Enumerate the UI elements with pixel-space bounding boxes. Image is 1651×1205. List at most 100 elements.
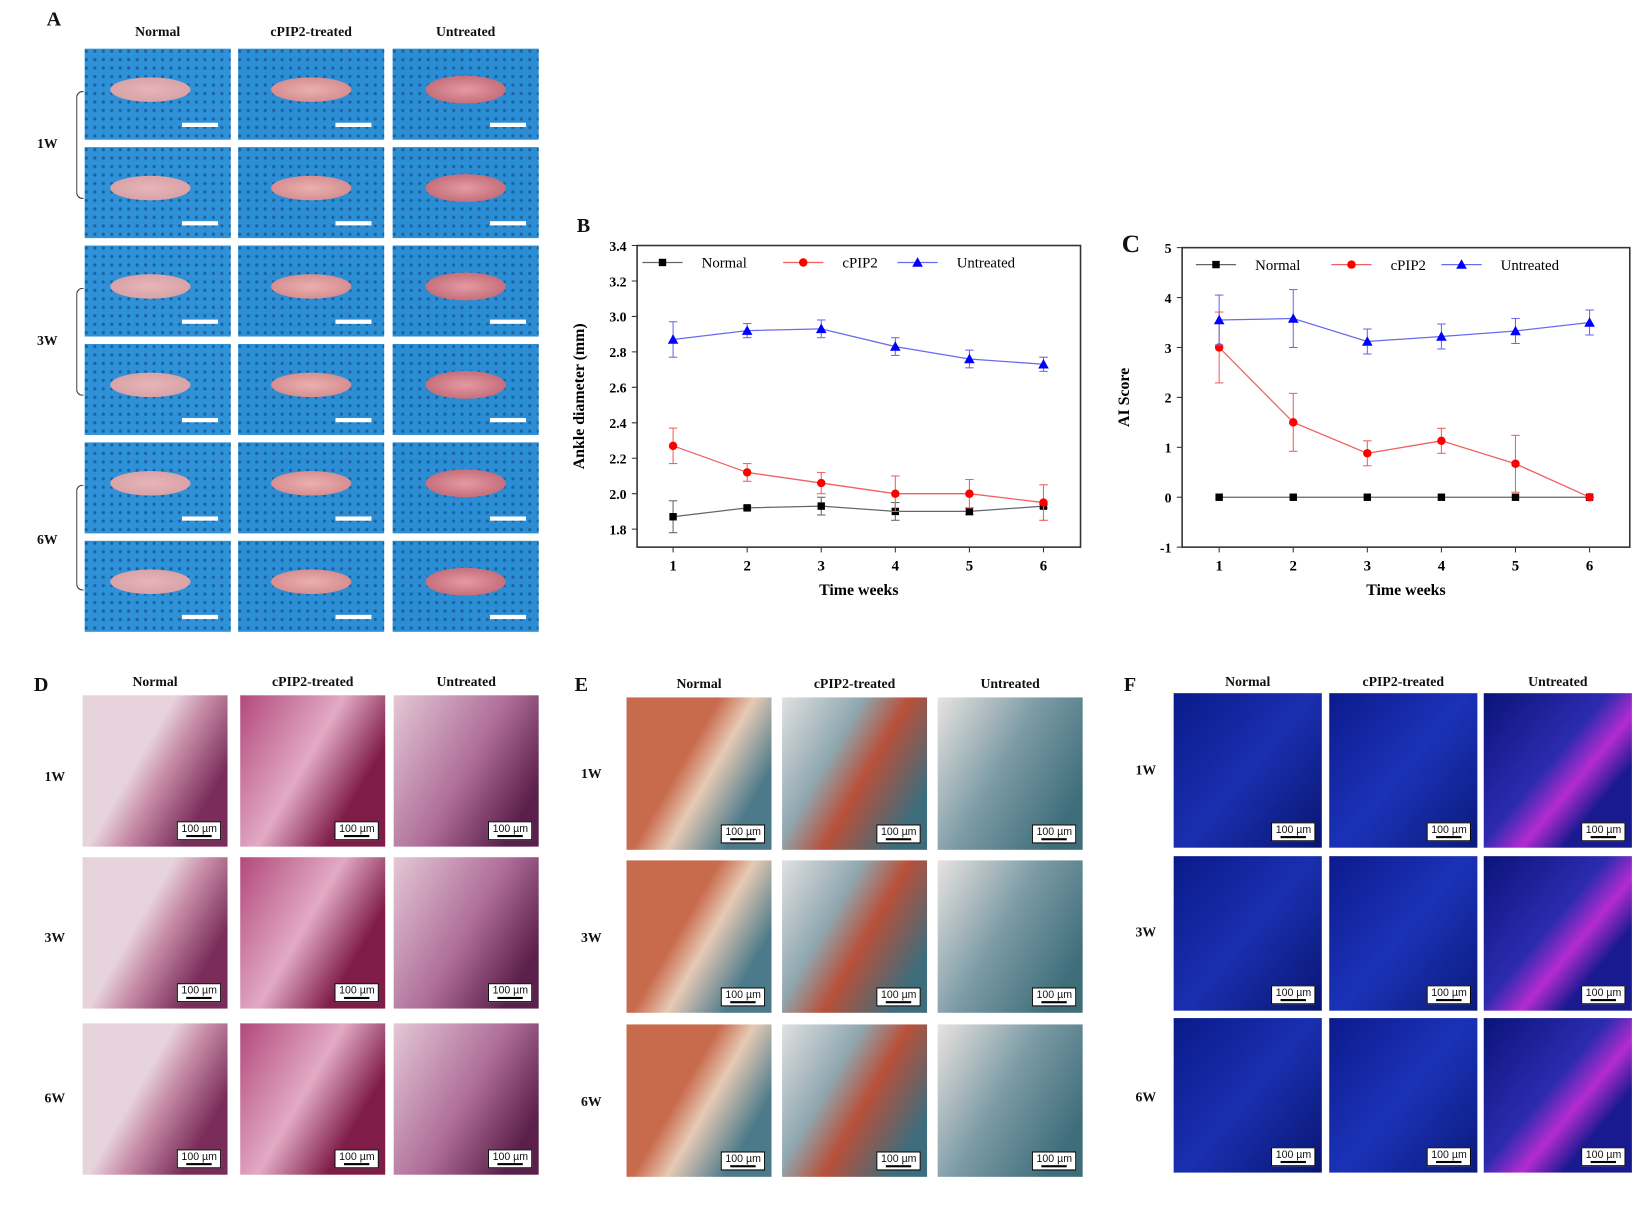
panel-d-image: 100 µm [82, 695, 228, 847]
y-tick-label: 1.8 [609, 522, 626, 537]
panel-a-image [392, 48, 539, 140]
scale-bar [182, 516, 219, 521]
scale-bar-label: 100 µm [334, 1149, 379, 1169]
panel-d-image: 100 µm [393, 695, 539, 847]
data-point-untreated [1436, 331, 1447, 341]
panel-f-image: 100 µm [1329, 1018, 1478, 1173]
chart-c-ai-score: -1 0 1 2 3 4 5 1 2 3 4 5 6 Time weeks AI Score Normal cP… [1116, 241, 1631, 599]
y-tick-label: 2.8 [609, 345, 626, 360]
scale-bar-label: 100 µm [876, 824, 921, 844]
data-point-normal [669, 513, 677, 521]
legend-label-cpip2: cPIP2 [842, 256, 877, 272]
panel-f-image: 100 µm [1483, 1018, 1632, 1173]
scale-bar-label: 100 µm [1032, 824, 1077, 844]
legend-marker-normal [658, 258, 667, 267]
scale-bar-label: 100 µm [1427, 822, 1472, 842]
x-tick-label: 4 [1438, 558, 1446, 574]
scale-bar-label: 100 µm [1581, 822, 1626, 842]
data-point-normal [1511, 493, 1520, 501]
chart-b-ankle-diameter: 1.8 2.0 2.2 2.4 2.6 2.8 3.0 3.2 3.4 1 2 3 4 5 6 Time we… [571, 239, 1082, 599]
panel-a-row-label: 1W [37, 135, 58, 152]
y-tick-label: 2.2 [609, 452, 626, 467]
data-point-normal [817, 502, 825, 510]
y-tick-label: 3.0 [609, 310, 626, 325]
panel-d-row-label: 6W [44, 1090, 66, 1106]
legend-label-cpip2: cPIP2 [1391, 258, 1426, 274]
panel-d-image: 100 µm [240, 857, 386, 1009]
panel-f-image: 100 µm [1483, 856, 1632, 1011]
legend-marker-normal [1212, 260, 1220, 269]
x-tick-label: 6 [1040, 558, 1047, 574]
scale-bar-label: 100 µm [721, 987, 766, 1007]
data-point-untreated [964, 353, 975, 364]
panel-e-column-header-cpip2-treated: cPIP2-treated [813, 675, 896, 692]
panel-f-row-label: 1W [1135, 761, 1157, 778]
panel-f-image: 100 µm [1173, 856, 1322, 1011]
y-tick-label: 2.6 [609, 381, 626, 396]
panel-label-f: F [1123, 674, 1137, 697]
data-point-cpip2 [742, 468, 752, 477]
panel-e-image: 100 µm [937, 1024, 1083, 1177]
panel-d-image: 100 µm [240, 1023, 386, 1175]
scale-bar [335, 122, 372, 127]
panel-label-a: A [46, 8, 62, 31]
data-point-untreated [815, 323, 827, 334]
panel-a-image [238, 442, 385, 534]
panel-e-column-header-untreated: Untreated [980, 675, 1040, 692]
data-point-untreated [1038, 359, 1049, 369]
panel-a-row-label: 6W [37, 531, 58, 548]
panel-f-image: 100 µm [1329, 693, 1478, 848]
panel-d-image: 100 µm [82, 857, 228, 1009]
panel-a-image [84, 343, 231, 435]
panel-e-image: 100 µm [937, 697, 1083, 850]
panel-a-column-header-cpip2-treated: cPIP2-treated [270, 23, 352, 40]
panel-e-row-label: 6W [581, 1093, 602, 1110]
scale-bar [335, 418, 372, 423]
data-point-cpip2 [668, 441, 678, 451]
data-point-untreated [890, 341, 901, 351]
y-tick-label: 0 [1165, 491, 1172, 506]
panel-d-image: 100 µm [393, 1023, 539, 1175]
legend-label-normal: Normal [702, 256, 747, 272]
series-line-untreated [1219, 317, 1590, 343]
scale-bar-label: 100 µm [1032, 987, 1077, 1007]
scale-bar-label: 100 µm [1581, 1147, 1626, 1167]
row-bracket [76, 484, 84, 591]
panel-d-row-label: 1W [44, 768, 66, 785]
legend-label-untreated: Untreated [957, 256, 1016, 272]
x-tick-label: 2 [743, 558, 750, 574]
panel-e-row-label: 1W [581, 765, 602, 782]
data-point-untreated [741, 325, 753, 335]
scale-bar [489, 319, 526, 324]
panel-a-image [84, 540, 231, 632]
scale-bar-label: 100 µm [177, 821, 222, 841]
scale-bar-label: 100 µm [721, 824, 766, 844]
y-tick-label: 3 [1165, 341, 1172, 356]
scale-bar-label: 100 µm [1271, 1147, 1316, 1167]
scale-bar [489, 221, 526, 226]
y-tick-label: 2.0 [609, 487, 626, 502]
x-tick-label: 6 [1586, 558, 1593, 574]
scale-bar-label: 100 µm [488, 1149, 533, 1169]
data-point-normal [1363, 493, 1372, 501]
data-point-normal [1289, 493, 1297, 501]
data-point-normal [743, 504, 751, 512]
y-tick-label: 3.4 [609, 239, 626, 254]
scale-bar-label: 100 µm [1271, 822, 1316, 842]
panel-a-image [238, 540, 385, 632]
panel-label-c: C [1121, 230, 1141, 259]
scale-bar [335, 221, 372, 226]
panel-e-image: 100 µm [782, 697, 928, 850]
panel-e-image: 100 µm [626, 1024, 772, 1177]
data-point-cpip2 [965, 489, 974, 498]
panel-a-image [84, 442, 231, 534]
scale-bar-label: 100 µm [876, 1151, 921, 1171]
scale-bar-label: 100 µm [334, 983, 379, 1003]
panel-a-image [392, 343, 539, 435]
legend-marker-untreated [1456, 259, 1467, 269]
x-tick-label: 4 [892, 558, 900, 574]
panel-d-column-header-cpip2-treated: cPIP2-treated [271, 673, 354, 689]
scale-bar [182, 614, 219, 620]
scale-bar-label: 100 µm [1581, 985, 1626, 1005]
y-tick-label: 4 [1165, 291, 1172, 306]
